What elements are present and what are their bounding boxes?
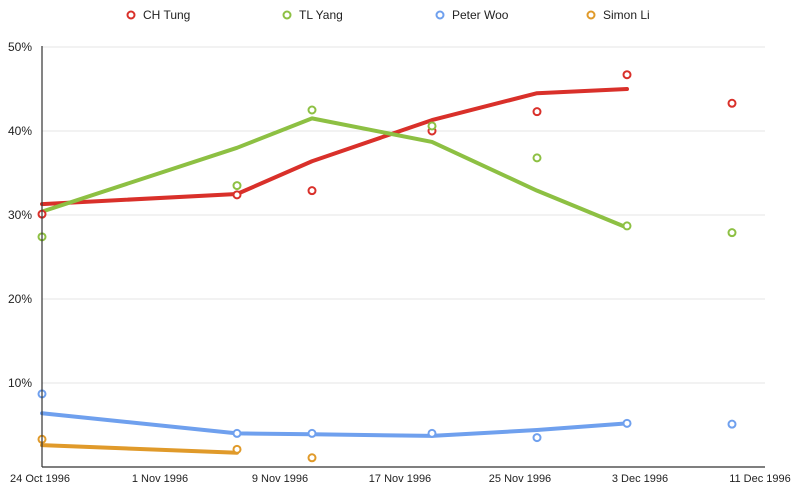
trend-line	[40, 116, 629, 230]
x-tick-label: 11 Dec 1996	[729, 473, 791, 485]
legend-marker	[282, 10, 292, 20]
data-point	[622, 418, 632, 428]
legend-item: CH Tung	[126, 8, 190, 22]
data-point	[232, 444, 242, 454]
data-points	[37, 70, 737, 463]
data-point	[307, 428, 317, 438]
data-point	[532, 153, 542, 163]
data-point	[232, 428, 242, 438]
data-point	[727, 228, 737, 238]
data-point	[427, 121, 437, 131]
y-tick-label: 30%	[8, 208, 32, 222]
legend-label: CH Tung	[143, 8, 190, 22]
legend-marker	[126, 10, 136, 20]
legend-label: TL Yang	[299, 8, 343, 22]
legend-item: Simon Li	[586, 8, 650, 22]
trend-line	[40, 411, 629, 438]
legend-label: Peter Woo	[452, 8, 509, 22]
legend-item: Peter Woo	[435, 8, 509, 22]
x-tick-label: 9 Nov 1996	[252, 473, 308, 485]
trend-line	[40, 87, 629, 207]
data-point	[307, 186, 317, 196]
data-point	[532, 107, 542, 117]
grid	[42, 46, 765, 384]
data-point	[532, 433, 542, 443]
data-point	[622, 221, 632, 231]
legend-marker	[435, 10, 445, 20]
legend-marker	[586, 10, 596, 20]
legend-item: TL Yang	[282, 8, 343, 22]
x-tick-label: 1 Nov 1996	[132, 473, 188, 485]
y-tick-label: 20%	[8, 292, 32, 306]
y-tick-label: 40%	[8, 124, 32, 138]
y-tick-label: 10%	[8, 376, 32, 390]
x-tick-label: 24 Oct 1996	[10, 473, 70, 485]
y-tick-label: 50%	[8, 40, 32, 54]
x-tick-label: 17 Nov 1996	[369, 473, 431, 485]
data-point	[427, 428, 437, 438]
data-point	[307, 105, 317, 115]
y-axis-ticks: 10% 20% 30% 40% 50%	[8, 40, 32, 390]
x-axis-ticks: 24 Oct 1996 1 Nov 1996 9 Nov 1996 17 Nov 19…	[10, 473, 791, 485]
data-point	[727, 98, 737, 108]
data-point	[727, 419, 737, 429]
data-point	[622, 70, 632, 80]
trend-lines	[40, 87, 629, 455]
legend: CH Tung TL Yang Peter Woo Simon Li	[126, 8, 650, 22]
data-point	[307, 453, 317, 463]
trend-line	[40, 443, 239, 455]
legend-label: Simon Li	[603, 8, 650, 22]
x-tick-label: 25 Nov 1996	[489, 473, 551, 485]
data-point	[232, 181, 242, 191]
data-point	[232, 190, 242, 200]
x-tick-label: 3 Dec 1996	[612, 473, 668, 485]
